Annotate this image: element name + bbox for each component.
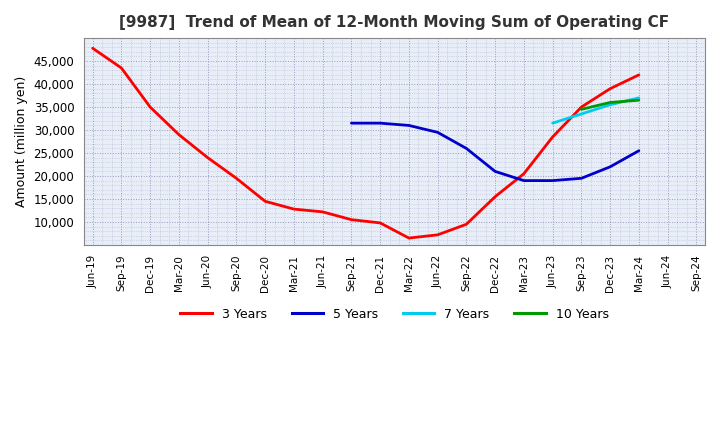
- 3 Years: [520, 171, 528, 176]
- 10 Years: [634, 98, 643, 103]
- 5 Years: [606, 164, 614, 169]
- Line: 3 Years: 3 Years: [93, 48, 639, 238]
- 3 Years: [232, 176, 240, 181]
- Line: 7 Years: 7 Years: [553, 98, 639, 123]
- 5 Years: [491, 169, 500, 174]
- Y-axis label: Amount (million yen): Amount (million yen): [15, 76, 28, 207]
- 3 Years: [491, 194, 500, 199]
- 3 Years: [261, 198, 269, 204]
- 5 Years: [433, 130, 442, 135]
- 3 Years: [577, 104, 585, 110]
- Line: 5 Years: 5 Years: [351, 123, 639, 180]
- 3 Years: [318, 209, 327, 214]
- 5 Years: [405, 123, 413, 128]
- 3 Years: [174, 132, 183, 137]
- 3 Years: [634, 72, 643, 77]
- 10 Years: [606, 100, 614, 105]
- 3 Years: [376, 220, 384, 226]
- Title: [9987]  Trend of Mean of 12-Month Moving Sum of Operating CF: [9987] Trend of Mean of 12-Month Moving …: [120, 15, 670, 30]
- 7 Years: [634, 95, 643, 100]
- 5 Years: [634, 148, 643, 154]
- 7 Years: [549, 121, 557, 126]
- 5 Years: [577, 176, 585, 181]
- 3 Years: [146, 104, 155, 110]
- 7 Years: [577, 111, 585, 117]
- 3 Years: [549, 134, 557, 139]
- Legend: 3 Years, 5 Years, 7 Years, 10 Years: 3 Years, 5 Years, 7 Years, 10 Years: [176, 303, 613, 326]
- 3 Years: [405, 235, 413, 241]
- 3 Years: [289, 206, 298, 212]
- 10 Years: [577, 107, 585, 112]
- 5 Years: [520, 178, 528, 183]
- 5 Years: [347, 121, 356, 126]
- 3 Years: [89, 46, 97, 51]
- 3 Years: [433, 232, 442, 238]
- 3 Years: [462, 222, 471, 227]
- 5 Years: [462, 146, 471, 151]
- Line: 10 Years: 10 Years: [581, 100, 639, 110]
- 3 Years: [203, 155, 212, 160]
- 3 Years: [117, 66, 126, 71]
- 7 Years: [606, 102, 614, 107]
- 5 Years: [376, 121, 384, 126]
- 3 Years: [606, 86, 614, 92]
- 5 Years: [549, 178, 557, 183]
- 3 Years: [347, 217, 356, 222]
